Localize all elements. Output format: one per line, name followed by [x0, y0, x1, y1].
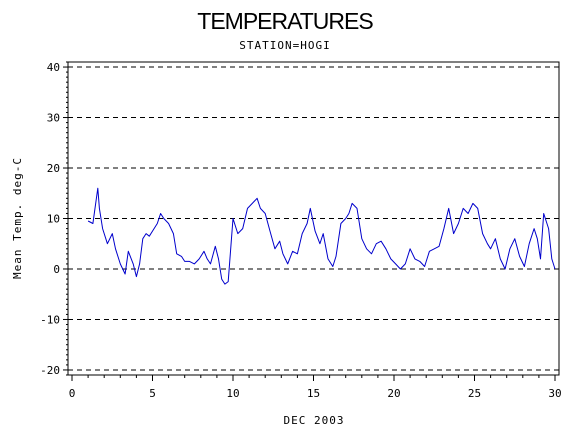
- y-tick-label: 0: [53, 263, 60, 276]
- y-tick-label: -10: [40, 313, 60, 326]
- x-axis-label: DEC 2003: [284, 414, 345, 427]
- y-tick-label: 20: [47, 162, 60, 175]
- y-tick-label: 30: [47, 112, 60, 125]
- x-tick-label: 25: [468, 387, 481, 400]
- x-tick-label: 5: [149, 387, 156, 400]
- gridlines: [68, 66, 559, 371]
- series-layer: [87, 187, 556, 285]
- series-line-0: [87, 187, 556, 285]
- y-tick-label: 10: [47, 213, 60, 226]
- x-tick-label: 0: [69, 387, 76, 400]
- y-tick-label: 40: [47, 61, 60, 74]
- chart-subtitle: STATION=HOGI: [239, 39, 330, 52]
- x-axis: 0 5 10 15 20 25 30: [69, 375, 562, 400]
- x-tick-label: 10: [226, 387, 239, 400]
- x-tick-label: 20: [387, 387, 400, 400]
- y-axis-label: Mean Temp. deg-C: [11, 157, 24, 279]
- x-tick-label: 30: [548, 387, 561, 400]
- x-tick-label: 15: [307, 387, 320, 400]
- y-tick-label: -20: [40, 364, 60, 377]
- y-axis: -20 -10 0 10 20 30 40: [40, 61, 68, 377]
- chart-title: TEMPERATURES: [197, 8, 373, 34]
